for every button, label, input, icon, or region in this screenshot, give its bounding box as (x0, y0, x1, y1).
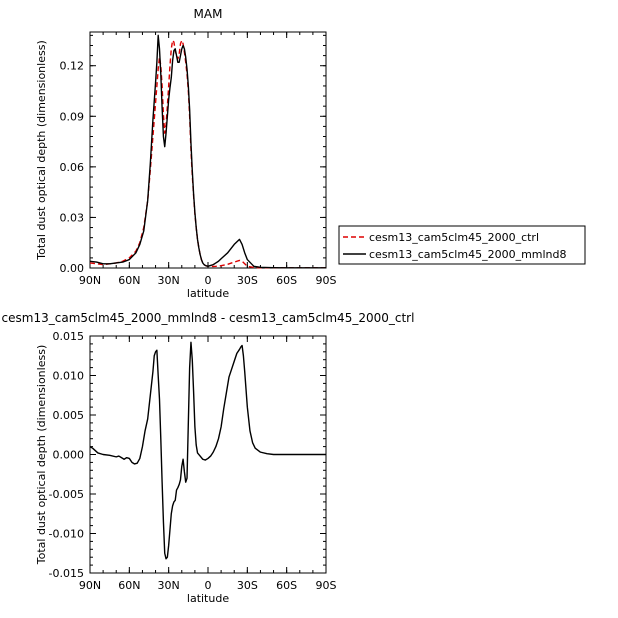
x-tick-label: 90N (79, 274, 101, 287)
y-axis-label: Total dust optical depth (dimensionless) (35, 40, 48, 260)
y-tick-label: -0.015 (49, 567, 84, 580)
x-tick-label: 90S (316, 579, 337, 592)
chart-panel-2: 90N 60N 30N 0 30S 60S 90S -0.015 -0.010 -0.005 0.0… (2, 311, 415, 605)
legend: cesm13_cam5clm45_2000_ctrl cesm13_cam5clm… (338, 225, 586, 265)
y-tick-label: 0.03 (60, 211, 85, 224)
chart-panel-1: 90N 60N 30N 0 30S 60S 90S 0.00 0.03 0.06 0.09 0.12 M… (35, 7, 586, 300)
x-tick-label: 30S (237, 579, 258, 592)
x-tick-label: 30N (158, 579, 180, 592)
y-tick-label: 0.010 (53, 370, 85, 383)
series-line-1 (89, 341, 326, 560)
y-tick-label: 0.000 (53, 449, 85, 462)
chart-title: MAM (194, 7, 223, 21)
x-tick-label: 60N (118, 579, 140, 592)
y-tick-label: 0.005 (53, 409, 85, 422)
y-tick-label: 0.06 (60, 161, 85, 174)
x-axis-label: latitude (187, 287, 229, 300)
x-tick-label: 60S (276, 274, 297, 287)
legend-box (338, 225, 586, 265)
x-tick-label: 0 (205, 274, 212, 287)
x-tick-label: 90N (79, 579, 101, 592)
series-line-1 (89, 39, 326, 269)
chart-title: cesm13_cam5clm45_2000_mmlnd8 - cesm13_ca… (2, 311, 415, 325)
x-tick-label: 60N (118, 274, 140, 287)
x-tick-label: 30N (158, 274, 180, 287)
x-tick-label: 90S (316, 274, 337, 287)
x-axis-label: latitude (187, 592, 229, 605)
y-tick-label: 0.12 (60, 60, 85, 73)
y-tick-label: 0.09 (60, 110, 85, 123)
y-tick-label: -0.005 (49, 488, 84, 501)
x-tick-label: 30S (237, 274, 258, 287)
x-tick-label: 60S (276, 579, 297, 592)
y-axis-label: Total dust optical depth (dimensionless) (35, 345, 48, 565)
plot-frame (89, 31, 327, 269)
series-line-2 (89, 34, 326, 269)
y-tick-label: 0.00 (60, 262, 85, 275)
y-tick-label: 0.015 (53, 330, 85, 343)
legend-label-2: cesm13_cam5clm45_2000_mmlnd8 (369, 248, 567, 261)
x-tick-label: 0 (205, 579, 212, 592)
legend-label-1: cesm13_cam5clm45_2000_ctrl (369, 231, 539, 244)
y-tick-label: -0.010 (49, 528, 84, 541)
